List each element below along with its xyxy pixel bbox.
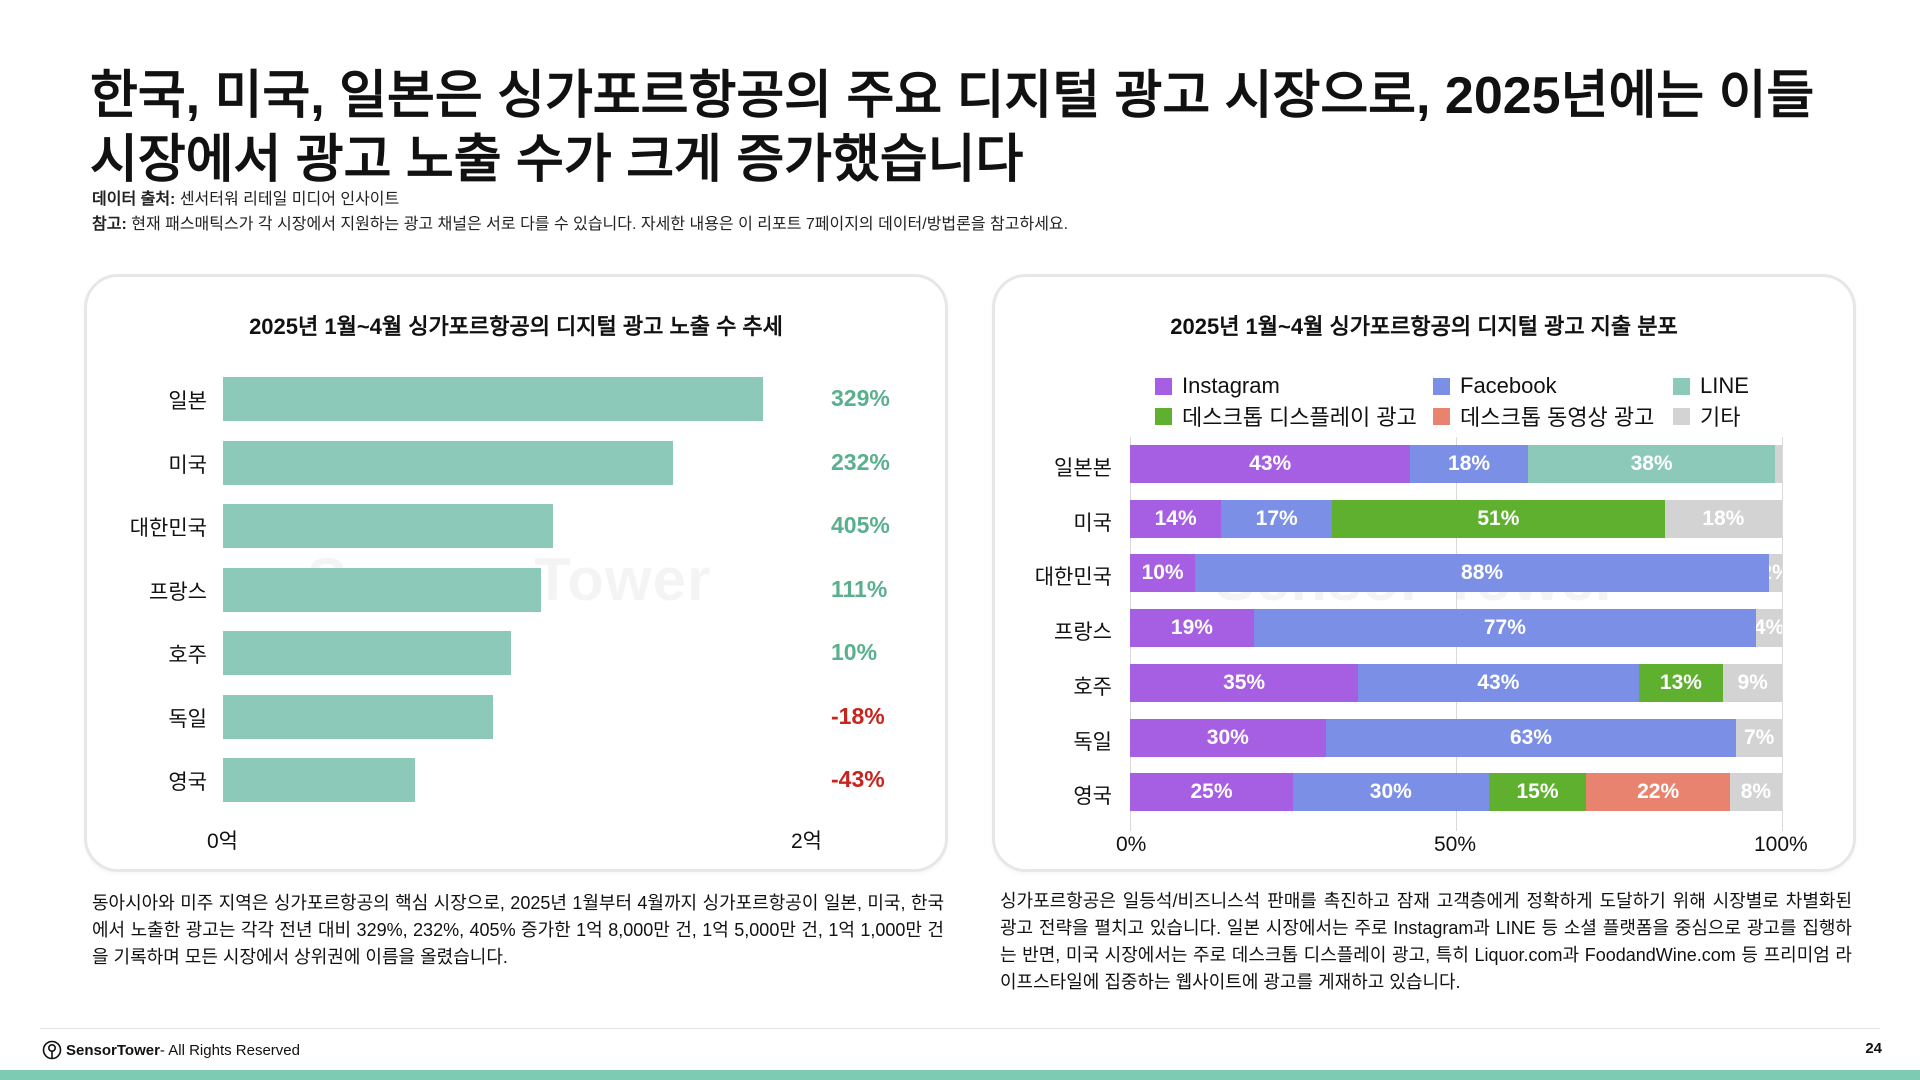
footer-divider (40, 1028, 1880, 1029)
spend-bar-segment: 18% (1664, 499, 1782, 538)
bottom-accent-band (0, 1070, 1920, 1080)
impressions-yoy-label: 329% (831, 385, 890, 411)
impressions-yoy-label: 111% (831, 575, 888, 602)
spend-bar-segment: 30% (1130, 718, 1326, 757)
spend-category-label: 대한민국 (1034, 566, 1112, 590)
impressions-category-label: 대한민국 (129, 517, 207, 540)
x-tick-label: 100% (1754, 833, 1808, 856)
spend-bar-segment: 2% (1768, 554, 1782, 593)
spend-bar-segment: 30% (1293, 773, 1489, 812)
spend-bar-segment: 38% (1527, 445, 1776, 483)
legend-label: 데스크톱 동영상 광고 (1460, 405, 1655, 430)
spend-bar-segment: 63% (1325, 718, 1737, 757)
spend-bar-segment: 17% (1221, 499, 1333, 538)
impressions-bar (223, 631, 511, 675)
data-note-label: 참고: (92, 216, 127, 233)
impressions-bar (223, 377, 763, 421)
spend-bar-segment: 8% (1729, 773, 1782, 812)
spend-bar-segment: 4% (1755, 609, 1782, 648)
spend-bar-segment: 77% (1253, 609, 1756, 648)
legend-item: LINE (1673, 373, 1749, 399)
legend-item: 데스크톱 디스플레이 광고 (1155, 400, 1417, 432)
impressions-category-label: 미국 (168, 453, 207, 477)
spend-bar-segment: 35% (1130, 663, 1359, 702)
impressions-yoy-label: -43% (831, 766, 885, 792)
legend-swatch (1673, 377, 1690, 395)
legend-label: Instagram (1182, 373, 1280, 398)
legend-swatch (1155, 377, 1172, 395)
impressions-category-label: 영국 (168, 771, 207, 794)
data-note: 참고: 현재 패스매틱스가 각 시장에서 지원하는 광고 채널은 서로 다를 수… (92, 210, 1068, 234)
spend-category-label: 호주 (1073, 675, 1112, 699)
spend-category-label: 프랑스 (1054, 621, 1112, 645)
legend-item: 데스크톱 동영상 광고 (1433, 400, 1654, 432)
legend-swatch (1433, 407, 1450, 425)
spend-bar-segment: 18% (1410, 445, 1528, 483)
x-tick-label: 2억 (791, 830, 822, 853)
legend-swatch (1155, 407, 1172, 425)
page-number: 24 (1865, 1040, 1882, 1057)
footer-brand-name: SensorTower (66, 1041, 160, 1059)
impressions-description: 동아시아와 미주 지역은 싱가포르항공의 핵심 시장으로, 2025년 1월부터… (92, 893, 944, 967)
impressions-bar (223, 440, 673, 485)
legend-label: 기타 (1700, 405, 1741, 430)
spend-chart-title: 2025년 1월~4월 싱가포르항공의 디지털 광고 지출 분포 (1170, 314, 1678, 339)
spend-category-label: 독일 (1073, 730, 1112, 754)
spend-bar-segment: 25% (1130, 773, 1293, 812)
spend-bar-segment: 22% (1586, 773, 1730, 812)
impressions-bar (223, 758, 415, 802)
spend-category-label: 미국 (1073, 511, 1112, 535)
impressions-yoy-label: 10% (831, 639, 878, 665)
x-tick-label: 0% (1116, 833, 1147, 856)
sensortower-logo-icon (42, 1040, 62, 1060)
page-title: 한국, 미국, 일본은 싱가포르항공의 주요 디지털 광고 시장으로, 2025… (90, 67, 1815, 189)
impressions-category-label: 일본 (168, 390, 207, 413)
spend-category-label: 일본본 (1054, 457, 1112, 480)
spend-bar-segment: 51% (1332, 499, 1665, 538)
legend-swatch (1433, 377, 1450, 395)
impressions-chart-title: 2025년 1월~4월 싱가포르항공의 디지털 광고 노출 수 추세 (249, 314, 783, 339)
spend-bar-segment: 9% (1723, 663, 1782, 702)
spend-bar-segment: 43% (1358, 663, 1639, 702)
spend-bar-segment: 10% (1130, 554, 1196, 593)
impressions-yoy-label: 405% (831, 512, 890, 538)
legend-item: Facebook (1433, 373, 1557, 399)
spend-bar-segment: 43% (1130, 445, 1411, 483)
spend-bar-segment: 14% (1130, 499, 1222, 538)
impressions-category-label: 독일 (168, 707, 207, 731)
data-source-text: 센서터워 리테일 미디어 인사이트 (175, 191, 400, 208)
legend-swatch (1673, 407, 1690, 425)
data-source-label: 데이터 출처: (92, 191, 176, 208)
legend-item: 기타 (1673, 400, 1740, 432)
legend-label: LINE (1700, 373, 1749, 398)
spend-bar-segment (1775, 445, 1782, 483)
spend-category-label: 영국 (1073, 785, 1112, 809)
footer-brand: SensorTower - All Rights Reserved (42, 1040, 300, 1060)
spend-bar-segment: 19% (1130, 609, 1254, 648)
legend-label: 데스크톱 디스플레이 광고 (1182, 405, 1417, 430)
impressions-category-label: 프랑스 (149, 580, 207, 604)
x-tick-label: 0억 (207, 830, 238, 853)
x-tick-label: 50% (1434, 833, 1477, 856)
data-source: 데이터 출처: 센서터워 리테일 미디어 인사이트 (92, 185, 399, 209)
impressions-bar (223, 567, 541, 612)
spend-bar-segment: 88% (1195, 554, 1769, 593)
footer-rights: - All Rights Reserved (159, 1041, 300, 1059)
spend-bar-segment: 15% (1488, 773, 1587, 812)
legend-label: Facebook (1460, 373, 1557, 398)
spend-chart-panel: 2025년 1월~4월 싱가포르항공의 디지털 광고 지출 분포 Sensor … (992, 274, 1856, 872)
spend-bar-segment: 13% (1638, 663, 1724, 702)
legend-item: Instagram (1155, 373, 1280, 399)
impressions-bar (223, 504, 553, 548)
impressions-yoy-label: 232% (831, 448, 890, 475)
spend-bar-segment: 7% (1736, 718, 1782, 757)
impressions-chart-panel: 2025년 1월~4월 싱가포르항공의 디지털 광고 노출 수 추세 Senso… (84, 274, 948, 872)
x-gridline (1782, 437, 1783, 831)
impressions-yoy-label: -18% (831, 702, 885, 729)
spend-description: 싱가포르항공은 일등석/비즈니스석 판매를 촉진하고 잠재 고객층에게 정확하게… (1000, 891, 1852, 992)
impressions-bar (223, 694, 493, 739)
impressions-category-label: 호주 (168, 644, 207, 667)
data-note-text: 현재 패스매틱스가 각 시장에서 지원하는 광고 채널은 서로 다를 수 있습니… (126, 216, 1069, 233)
